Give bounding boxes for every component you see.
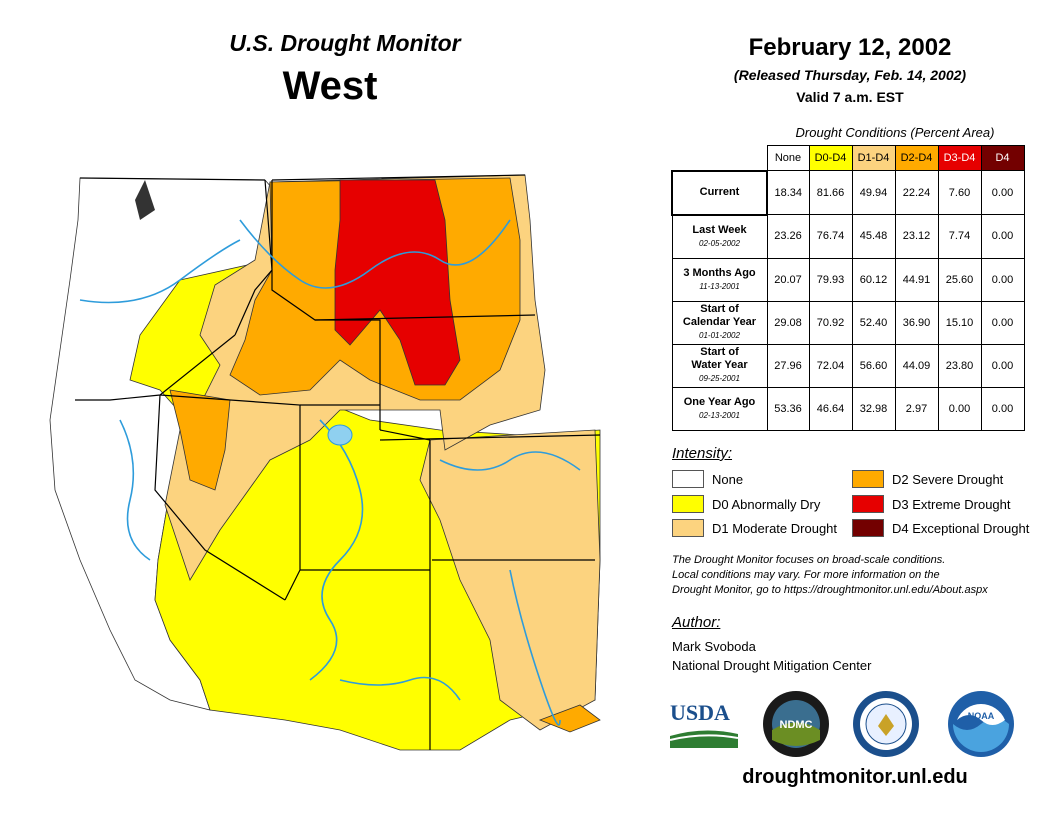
table-cell: 0.00: [980, 343, 1025, 388]
col-d1-d4: D1-D4: [851, 145, 896, 171]
legend-item-none: None: [672, 470, 743, 488]
great-salt-lake: [327, 424, 353, 446]
table-cell: 70.92: [808, 300, 853, 345]
row-label: 3 Months Ago: [683, 266, 756, 279]
puget-sound-islands: [135, 180, 155, 220]
col-d0-d4: D0-D4: [808, 145, 853, 171]
author-name: Mark Svoboda: [672, 639, 756, 654]
row-label: Current: [699, 186, 740, 198]
legend-item-d1: D1 Moderate Drought: [672, 519, 837, 537]
table-cell: 45.48: [851, 214, 896, 259]
table-cell: 72.04: [808, 343, 853, 388]
table-cell: 2.97: [894, 386, 939, 431]
table-cell: 20.07: [766, 257, 810, 302]
legend-swatch: [852, 495, 884, 513]
table-cell: 49.94: [851, 170, 896, 215]
col-d3-d4: D3-D4: [937, 145, 982, 171]
drought-stats-table: None D0-D4 D1-D4 D2-D4 D3-D4 D4 Current …: [671, 145, 1025, 431]
table-cell: 44.91: [894, 257, 939, 302]
legend-item-d3: D3 Extreme Drought: [852, 495, 1011, 513]
table-cell: 23.12: [894, 214, 939, 259]
table-cell: 7.60: [937, 170, 982, 215]
table-cell: 23.26: [766, 214, 810, 259]
drought-map: [49, 174, 601, 751]
legend-swatch: [672, 495, 704, 513]
table-row: Current 18.34 81.66 49.94 22.24 7.60 0.0…: [671, 169, 1025, 216]
table-row: 3 Months Ago 11-13-2001 20.07 79.93 60.12…: [671, 257, 1025, 302]
table-cell: 53.36: [766, 386, 810, 431]
table-cell: 60.12: [851, 257, 896, 302]
table-cell: 0.00: [980, 257, 1025, 302]
row-label: One Year Ago: [683, 395, 756, 408]
legend-title: Intensity:: [672, 445, 733, 462]
table-cell: 76.74: [808, 214, 853, 259]
table-cell: 36.90: [894, 300, 939, 345]
table-cell: 79.93: [808, 257, 853, 302]
map-title: U.S. Drought Monitor: [229, 30, 461, 56]
website-url: droughtmonitor.unl.edu: [742, 766, 968, 788]
legend-swatch: [852, 470, 884, 488]
table-cell: 0.00: [937, 386, 982, 431]
table-cell: 81.66: [808, 170, 853, 215]
author-org: National Drought Mitigation Center: [672, 658, 872, 673]
svg-text:NDMC: NDMC: [780, 719, 813, 731]
table-cell: 25.60: [937, 257, 982, 302]
map-date: February 12, 2002: [748, 34, 952, 61]
table-caption: Drought Conditions (Percent Area): [795, 125, 995, 140]
svg-text:NOAA: NOAA: [968, 711, 995, 721]
table-cell: 32.98: [851, 386, 896, 431]
table-cell: 18.34: [766, 170, 810, 215]
table-cell: 22.24: [894, 170, 939, 215]
row-label: Last Week: [692, 223, 747, 236]
table-cell: 7.74: [937, 214, 982, 259]
table-cell: 52.40: [851, 300, 896, 345]
state-borders: [75, 174, 601, 750]
ndmc-logo: NDMC: [762, 690, 830, 758]
table-cell: 0.00: [980, 170, 1025, 215]
table-row: Last Week 02-05-2002 23.26 76.74 45.48 23…: [671, 214, 1025, 259]
legend-swatch: [672, 470, 704, 488]
legend-item-d2: D2 Severe Drought: [852, 470, 1003, 488]
region-d3: [334, 179, 461, 386]
table-cell: 0.00: [980, 300, 1025, 345]
table-cell: 27.96: [766, 343, 810, 388]
release-date: (Released Thursday, Feb. 14, 2002): [733, 67, 967, 83]
legend-item-d4: D4 Exceptional Drought: [852, 519, 1029, 537]
commerce-seal-logo: [852, 690, 920, 758]
rivers: [79, 219, 581, 726]
legend-swatch: [672, 519, 704, 537]
table-cell: 0.00: [980, 214, 1025, 259]
table-cell: 29.08: [766, 300, 810, 345]
table-cell: 15.10: [937, 300, 982, 345]
table-cell: 23.80: [937, 343, 982, 388]
table-cell: 44.09: [894, 343, 939, 388]
table-cell: 56.60: [851, 343, 896, 388]
region-title: West: [282, 64, 378, 108]
table-row: One Year Ago 02-13-2001 53.36 46.64 32.98…: [671, 386, 1025, 431]
table-cell: 46.64: [808, 386, 853, 431]
author-heading: Author:: [672, 614, 721, 631]
valid-time: Valid 7 a.m. EST: [796, 89, 904, 105]
col-d2-d4: D2-D4: [894, 145, 939, 171]
legend-swatch: [852, 519, 884, 537]
row-label: Start of: [700, 303, 739, 315]
author-block: Mark Svoboda National Drought Mitigation…: [672, 637, 871, 675]
disclaimer-note: The Drought Monitor focuses on broad-sca…: [672, 554, 988, 596]
legend-item-d0: D0 Abnormally Dry: [672, 495, 820, 513]
col-d4: D4: [980, 145, 1025, 171]
table-row: Start of Calendar Year 01-01-2002 29.08 70…: [671, 300, 1025, 345]
usda-logo: USDA: [669, 700, 739, 750]
col-none: None: [766, 145, 810, 171]
table-row: Start of Water Year 09-25-2001 27.96 72.04…: [671, 343, 1025, 388]
row-label: Start of: [700, 346, 739, 358]
table-cell: 0.00: [980, 386, 1025, 431]
noaa-logo: NOAA: [947, 690, 1015, 758]
